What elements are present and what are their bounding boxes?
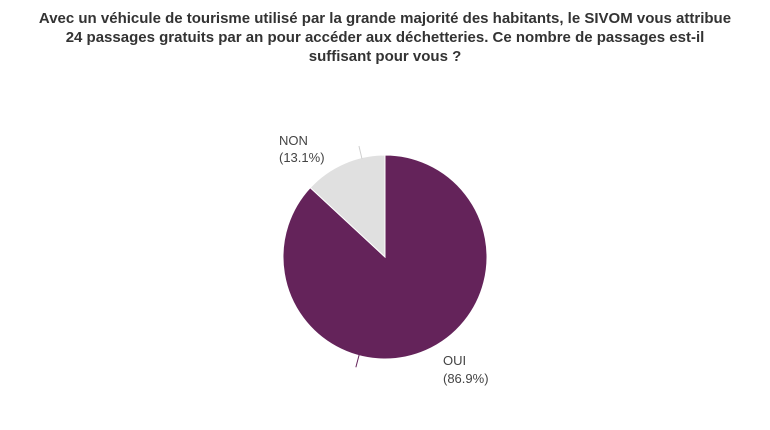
- pie-slice-non: [309, 154, 386, 259]
- slice-pct-non: (13.1%): [279, 150, 325, 165]
- pie-slices: [282, 154, 488, 360]
- slice-pct-oui: (86.9%): [443, 371, 489, 386]
- pie-slice-oui: [282, 154, 488, 360]
- chart-title-line-2: 24 passages gratuits par an pour accéder…: [65, 29, 705, 46]
- slice-label-oui-name: OUI: [443, 353, 466, 368]
- leader-line-non: [358, 145, 363, 159]
- leader-line-oui: [355, 354, 360, 368]
- chart-title: Avec un véhicule de tourisme utilisé par…: [0, 9, 770, 66]
- slice-label-non-name: NON: [279, 133, 308, 148]
- slice-label-oui: OUI: [443, 353, 466, 368]
- slice-label-non: NON: [279, 133, 308, 148]
- pie-leader-lines: [355, 145, 363, 368]
- slice-label-non-pct: (13.1%): [279, 150, 325, 165]
- chart-title-line-3: suffisant pour vous ?: [308, 48, 462, 65]
- chart-title-line-1: Avec un véhicule de tourisme utilisé par…: [38, 10, 732, 27]
- slice-label-oui-pct: (86.9%): [443, 371, 489, 386]
